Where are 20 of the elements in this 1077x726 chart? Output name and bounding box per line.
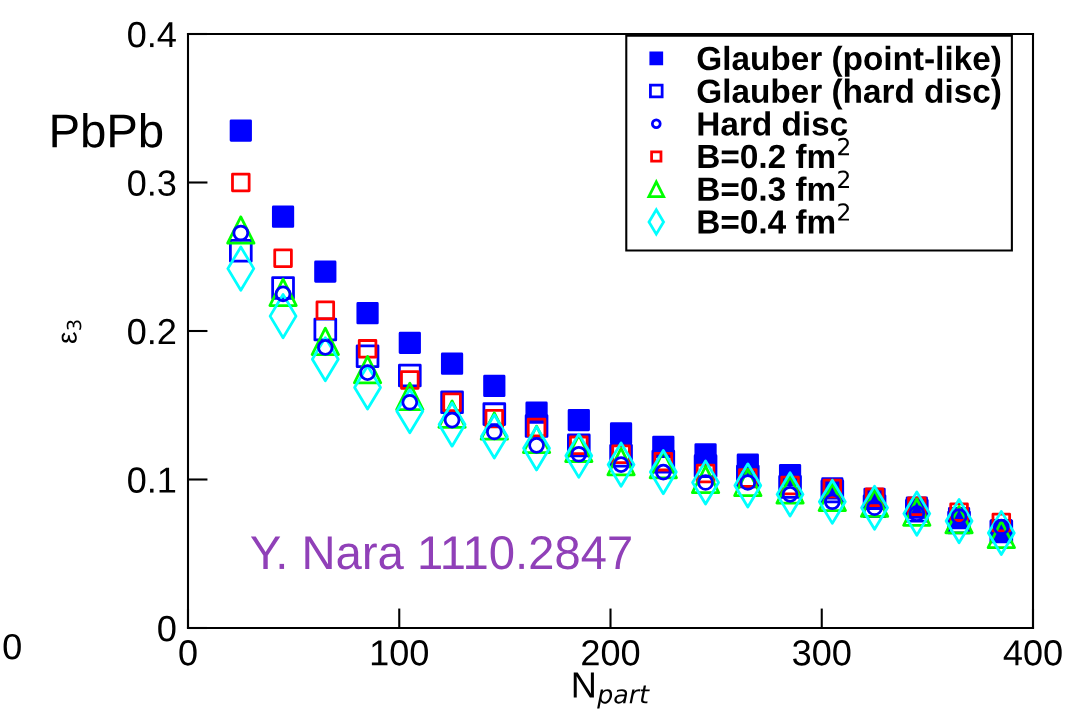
x-tick-label: 400 [1003,640,1062,666]
legend-label: Hard disc [698,111,848,136]
legend-label: Glauber (point-like) [697,45,1001,77]
y-tick-label: 0.3 [128,170,176,196]
x-tick-label: 0 [179,640,197,666]
x-tick-label: 100 [371,640,428,666]
legend-label: B=0.3 fm$^{2}$ [698,170,849,202]
legend-label: Glauber (hard disc) [697,78,1001,110]
y-tick-label: 0 [158,615,176,642]
y-axis-title: ε$_{3}$ [61,320,82,343]
x-tick-label: 200 [582,640,640,666]
y-tick-label: 0.4 [128,21,176,48]
text: PbPb [52,112,163,148]
legend-label: B=0.4 fm$^{2}$ [698,203,849,234]
y-tick-label: 0.1 [128,467,176,493]
legend-label: B=0.2 fm$^{2}$ [698,137,849,169]
x-tick-label: 300 [793,640,851,666]
y-tick-label: 0.2 [128,318,176,345]
x-axis-title: N$_{part}$ [573,672,650,709]
annotation: Y. Nara 1110.2847 [250,535,631,570]
